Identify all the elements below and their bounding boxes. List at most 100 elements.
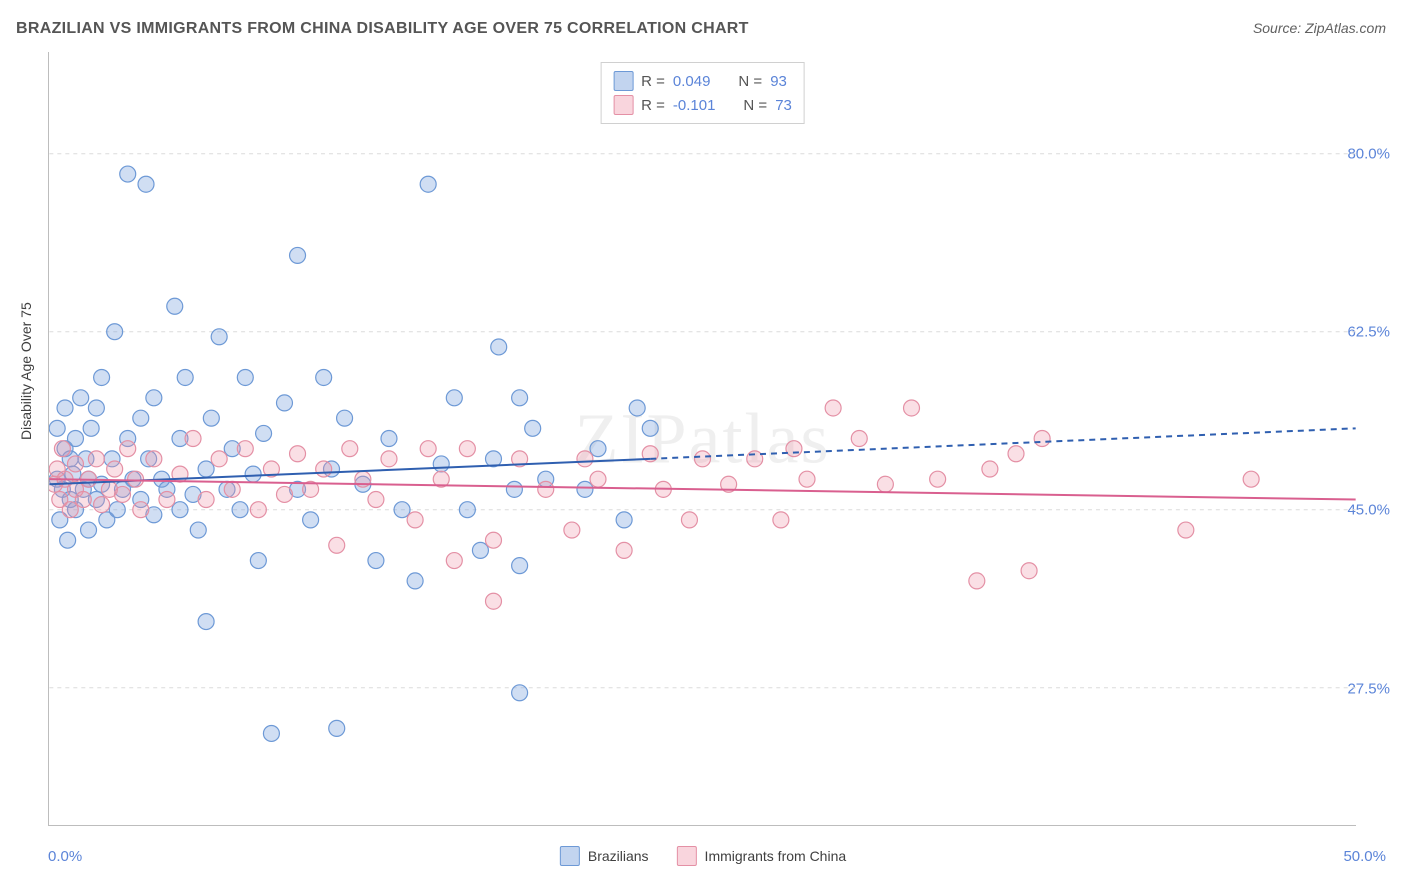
data-point [381, 431, 397, 447]
data-point [75, 492, 91, 508]
data-point [342, 441, 358, 457]
data-point [1021, 563, 1037, 579]
r-label: R = [641, 97, 665, 114]
data-point [256, 425, 272, 441]
data-point [904, 400, 920, 416]
data-point [88, 400, 104, 416]
data-point [177, 369, 193, 385]
data-point [276, 395, 292, 411]
data-point [172, 502, 188, 518]
data-point [94, 369, 110, 385]
scatter-svg [49, 52, 1356, 825]
data-point [94, 497, 110, 513]
legend-item: Brazilians [560, 846, 649, 866]
data-point [381, 451, 397, 467]
data-point [67, 456, 83, 472]
data-point [60, 532, 76, 548]
n-value: 93 [770, 73, 787, 90]
data-point [538, 481, 554, 497]
data-point [120, 441, 136, 457]
data-point [446, 553, 462, 569]
data-point [825, 400, 841, 416]
data-point [459, 502, 475, 518]
data-point [851, 431, 867, 447]
data-point [420, 176, 436, 192]
data-point [190, 522, 206, 538]
data-point [88, 451, 104, 467]
data-point [185, 431, 201, 447]
legend-swatch [677, 846, 697, 866]
data-point [167, 298, 183, 314]
data-point [368, 553, 384, 569]
data-point [211, 451, 227, 467]
data-point [1243, 471, 1259, 487]
data-point [120, 166, 136, 182]
source-label: Source: ZipAtlas.com [1253, 20, 1386, 36]
legend-item: Immigrants from China [677, 846, 847, 866]
plot-area: ZIPatlas R =0.049N =93R =-0.101N =73 [48, 52, 1356, 826]
data-point [198, 614, 214, 630]
data-point [146, 390, 162, 406]
data-point [133, 410, 149, 426]
data-point [564, 522, 580, 538]
data-point [329, 720, 345, 736]
r-value: -0.101 [673, 97, 716, 114]
data-point [133, 502, 149, 518]
data-point [616, 512, 632, 528]
data-point [115, 486, 131, 502]
data-point [459, 441, 475, 457]
data-point [577, 481, 593, 497]
data-point [695, 451, 711, 467]
data-point [290, 446, 306, 462]
data-point [512, 558, 528, 574]
data-point [109, 502, 125, 518]
data-point [525, 420, 541, 436]
data-point [590, 441, 606, 457]
data-point [138, 176, 154, 192]
data-point [433, 456, 449, 472]
data-point [237, 441, 253, 457]
data-point [969, 573, 985, 589]
data-point [83, 420, 99, 436]
data-point [590, 471, 606, 487]
r-label: R = [641, 73, 665, 90]
x-axis-min-label: 0.0% [48, 848, 82, 865]
data-point [198, 461, 214, 477]
data-point [159, 492, 175, 508]
data-point [232, 502, 248, 518]
data-point [107, 324, 123, 340]
data-point [1034, 431, 1050, 447]
data-point [420, 441, 436, 457]
data-point [73, 390, 89, 406]
n-label: N = [738, 73, 762, 90]
data-point [49, 420, 65, 436]
data-point [472, 542, 488, 558]
data-point [577, 451, 593, 467]
data-point [394, 502, 410, 518]
chart-title: BRAZILIAN VS IMMIGRANTS FROM CHINA DISAB… [16, 20, 749, 38]
data-point [237, 369, 253, 385]
data-point [146, 451, 162, 467]
data-point [1178, 522, 1194, 538]
data-point [506, 481, 522, 497]
data-point [54, 441, 70, 457]
data-point [512, 685, 528, 701]
data-point [62, 502, 78, 518]
y-axis-label: Disability Age Over 75 [18, 302, 34, 440]
legend-label: Immigrants from China [705, 848, 847, 864]
data-point [329, 537, 345, 553]
data-point [337, 410, 353, 426]
data-point [982, 461, 998, 477]
data-point [512, 390, 528, 406]
data-point [486, 532, 502, 548]
data-point [57, 400, 73, 416]
data-point [67, 431, 83, 447]
legend-swatch [613, 71, 633, 91]
data-point [128, 471, 144, 487]
legend-row: R =0.049N =93 [613, 69, 792, 93]
data-point [786, 441, 802, 457]
data-point [250, 502, 266, 518]
data-point [407, 573, 423, 589]
data-point [107, 461, 123, 477]
legend-row: R =-0.101N =73 [613, 93, 792, 117]
